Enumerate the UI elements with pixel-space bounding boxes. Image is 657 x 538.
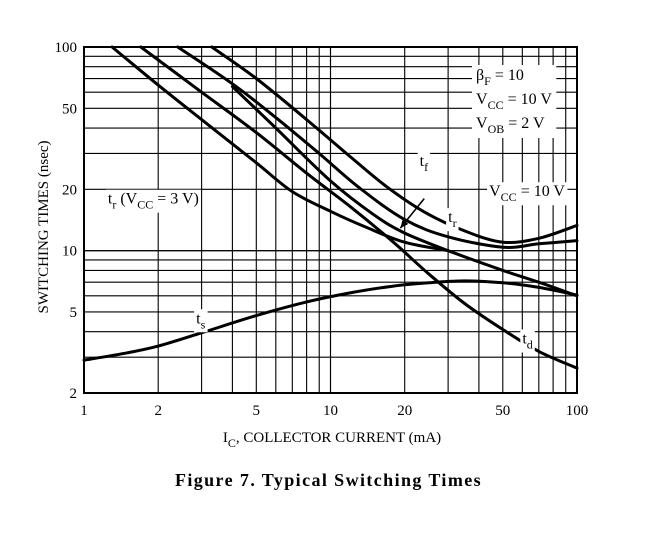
x-tick-label: 10 — [323, 403, 338, 419]
curve-label-bg — [520, 329, 535, 353]
y-tick-label: 100 — [55, 40, 78, 56]
series-line-3 — [210, 45, 579, 245]
series-group — [82, 45, 579, 370]
series-line-2 — [176, 45, 579, 249]
condition-line-1: VCC = 10 V — [476, 91, 552, 112]
y-tick-label: 2 — [70, 386, 78, 402]
x-tick-label: 20 — [397, 403, 412, 419]
curve-label-bg — [487, 182, 568, 206]
y-tick-label: 50 — [62, 101, 77, 117]
plot-border — [83, 46, 578, 394]
curve-label-2: tr — [448, 209, 456, 230]
curve-label-5: td — [522, 331, 532, 352]
x-tick-label: 1 — [80, 403, 88, 419]
x-axis-label: IC, COLLECTOR CURRENT (mA) — [223, 430, 441, 450]
curve-label-4: ts — [196, 310, 205, 331]
series-line-0 — [110, 45, 450, 253]
x-tick-label: 100 — [566, 403, 589, 419]
figure-caption: Figure 7. Typical Switching Times — [174, 470, 483, 490]
series-line-1 — [139, 45, 579, 370]
x-tick-label: 5 — [253, 403, 261, 419]
condition-line-2: VOB = 2 V — [476, 115, 545, 136]
curve-label-bg — [194, 309, 208, 333]
y-tick-label: 20 — [62, 182, 77, 198]
series-line-4 — [82, 279, 579, 362]
conditions-legend: βF = 10 VCC = 10 V VOB = 2 V — [472, 65, 557, 138]
y-tick-label: 5 — [70, 305, 78, 321]
curve-label-1: tf — [420, 153, 428, 174]
series-line-5 — [230, 85, 579, 298]
y-tick-label: 10 — [62, 244, 77, 260]
condition-line-0: βF = 10 — [476, 67, 524, 88]
plot-frame — [83, 46, 578, 394]
x-tick-label: 2 — [154, 403, 162, 419]
curve-label-bg — [417, 152, 431, 176]
y-axis-label: SWITCHING TIMES (nsec) — [36, 140, 52, 313]
curve-labels: tr (VCC = 3 V) tf tr VCC = 10 V ts td — [105, 152, 568, 353]
curve-label-0: tr (VCC = 3 V) — [108, 191, 199, 212]
curve-label-bg — [446, 208, 459, 232]
curve-label-bg — [105, 189, 201, 213]
conditions-bg — [472, 65, 557, 138]
curve-label-3: VCC = 10 V — [489, 183, 565, 204]
x-tick-label: 50 — [495, 403, 510, 419]
tf-arrow-head — [400, 219, 409, 229]
